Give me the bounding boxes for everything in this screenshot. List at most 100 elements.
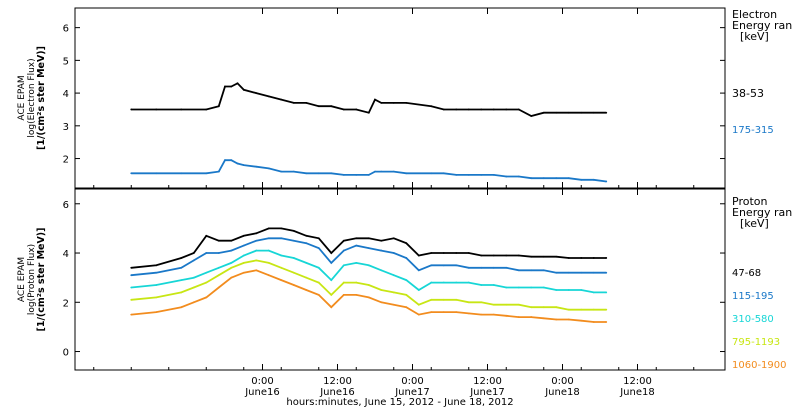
data-point — [505, 314, 508, 317]
data-point — [380, 102, 383, 104]
data-point — [492, 313, 495, 316]
data-point — [467, 266, 470, 269]
data-point — [380, 170, 383, 173]
y-axis-title-line: ACE EPAM — [17, 257, 27, 302]
data-point — [255, 239, 258, 242]
data-point — [442, 172, 445, 175]
data-point — [567, 308, 570, 311]
y-axis-title-line: log(Proton Flux) — [27, 244, 37, 315]
data-point — [505, 266, 508, 269]
data-point — [455, 264, 458, 267]
data-point — [405, 306, 408, 309]
x-tick-date: June17 — [469, 387, 505, 398]
data-point — [255, 232, 258, 235]
y-tick-label: 6 — [63, 24, 69, 35]
data-point — [155, 284, 158, 286]
data-point — [305, 289, 308, 291]
data-point — [392, 237, 395, 240]
y-axis-title-line: ACE EPAM — [17, 75, 27, 120]
data-point — [217, 170, 220, 173]
x-tick-time: 12:00 — [623, 376, 652, 387]
y-tick-label: 4 — [63, 249, 69, 260]
data-point — [567, 257, 570, 259]
data-point — [555, 318, 558, 321]
legend-entry: 1060-1900 — [732, 360, 787, 371]
data-point — [355, 108, 358, 111]
series-line-1060-1900 — [131, 269, 607, 323]
data-point — [367, 296, 370, 299]
data-point — [542, 306, 545, 309]
data-point — [367, 284, 370, 286]
data-point — [517, 286, 520, 289]
data-point — [517, 316, 520, 318]
data-point — [455, 174, 458, 176]
data-point — [605, 291, 608, 294]
data-point — [505, 254, 508, 257]
data-point — [430, 252, 433, 254]
x-tick-date: June16 — [319, 387, 355, 398]
data-point — [155, 296, 158, 299]
data-point — [442, 311, 445, 314]
data-point — [342, 264, 345, 267]
data-point — [155, 108, 158, 111]
data-point — [467, 174, 470, 176]
data-point — [505, 286, 508, 289]
data-point — [380, 289, 383, 291]
data-point — [255, 259, 258, 262]
data-point — [542, 177, 545, 180]
data-point — [242, 254, 245, 257]
data-point — [267, 274, 270, 277]
data-point — [492, 254, 495, 257]
plot-frame — [74, 7, 726, 189]
data-point — [455, 298, 458, 301]
data-point — [205, 108, 208, 111]
data-point — [530, 255, 533, 258]
data-point — [155, 311, 158, 314]
data-point — [180, 266, 183, 269]
data-point — [230, 266, 233, 269]
data-point — [330, 261, 333, 264]
data-point — [355, 237, 358, 240]
data-point — [580, 271, 583, 274]
data-point — [130, 108, 133, 111]
data-point — [467, 312, 470, 315]
legend-title-line: Proton — [732, 195, 767, 208]
y-axis-title-line: log(Electron Flux) — [27, 58, 37, 137]
data-point — [242, 244, 245, 247]
data-point — [517, 269, 520, 272]
data-point — [467, 252, 470, 254]
data-point — [442, 264, 445, 267]
data-point — [255, 165, 258, 168]
data-point — [580, 257, 583, 259]
data-point — [192, 301, 195, 304]
data-point — [592, 291, 595, 294]
data-point — [542, 269, 545, 272]
data-point — [192, 276, 195, 279]
data-point — [605, 271, 608, 274]
data-point — [580, 308, 583, 311]
data-point — [205, 271, 208, 274]
data-point — [405, 293, 408, 296]
data-point — [180, 172, 183, 175]
data-point — [130, 313, 133, 316]
x-tick-time: 0:00 — [251, 376, 273, 387]
data-point — [542, 317, 545, 320]
data-point — [480, 254, 483, 257]
data-point — [292, 257, 295, 259]
data-point — [405, 242, 408, 245]
data-point — [130, 298, 133, 301]
data-point — [330, 293, 333, 296]
data-point — [517, 303, 520, 306]
data-point — [430, 311, 433, 314]
data-point — [555, 289, 558, 291]
x-tick-time: 0:00 — [401, 376, 423, 387]
data-point — [355, 174, 358, 176]
data-point — [317, 247, 320, 250]
data-point — [230, 249, 233, 252]
data-point — [392, 274, 395, 277]
data-point — [592, 321, 595, 323]
data-point — [255, 269, 258, 272]
data-point — [305, 102, 308, 104]
data-point — [392, 170, 395, 173]
data-point — [480, 313, 483, 316]
